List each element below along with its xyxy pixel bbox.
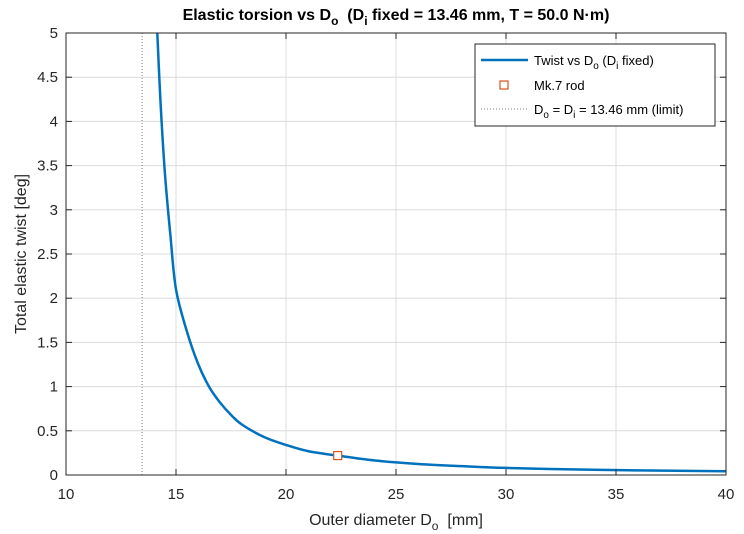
- y-tick-label: 0: [50, 467, 58, 484]
- x-axis-title: Outer diameter Do [mm]: [309, 512, 483, 533]
- series-layer: [141, 32, 727, 475]
- y-tick-label: 2: [50, 290, 58, 307]
- legend-label-rod: Mk.7 rod: [534, 78, 585, 93]
- y-tick-label: 0.5: [37, 423, 58, 440]
- y-axis-title: Total elastic twist [deg]: [13, 174, 30, 334]
- x-tick-label: 40: [718, 486, 735, 503]
- twist-curve: [156, 32, 727, 473]
- y-tick-label: 4.5: [37, 69, 58, 86]
- y-tick-label: 4: [50, 113, 58, 130]
- y-tick-label: 1.5: [37, 334, 58, 351]
- y-tick-label: 3.5: [37, 158, 58, 175]
- legend-label-limit: Do = Di = 13.46 mm (limit): [534, 102, 683, 121]
- chart-title: Elastic torsion vs Do (Di fixed = 13.46 …: [183, 7, 610, 28]
- y-tick-label: 3: [50, 202, 58, 219]
- x-tick-label: 30: [498, 486, 515, 503]
- legend-box: [474, 43, 716, 127]
- legend: Twist vs Do (Di fixed) Mk.7 rod Do = Di …: [474, 43, 716, 127]
- x-tick-label: 35: [608, 486, 625, 503]
- legend-label-twist: Twist vs Do (Di fixed): [534, 53, 654, 72]
- x-tick-label: 25: [388, 486, 405, 503]
- legend-marker-rod: [499, 80, 509, 90]
- y-tick-label: 1: [50, 379, 58, 396]
- axis-ticks: [65, 32, 727, 476]
- y-tick-label: 2.5: [37, 246, 58, 263]
- x-tick-label: 15: [168, 486, 185, 503]
- tick-labels: 10 15 20 25 30 35 40 0 0.5 1 1.5 2 2.5 3 3.5 4 4.5 5: [37, 25, 734, 503]
- x-tick-label: 10: [58, 486, 75, 503]
- y-tick-label: 5: [50, 25, 58, 42]
- mk7-rod-marker: [333, 450, 343, 461]
- x-tick-label: 20: [278, 486, 295, 503]
